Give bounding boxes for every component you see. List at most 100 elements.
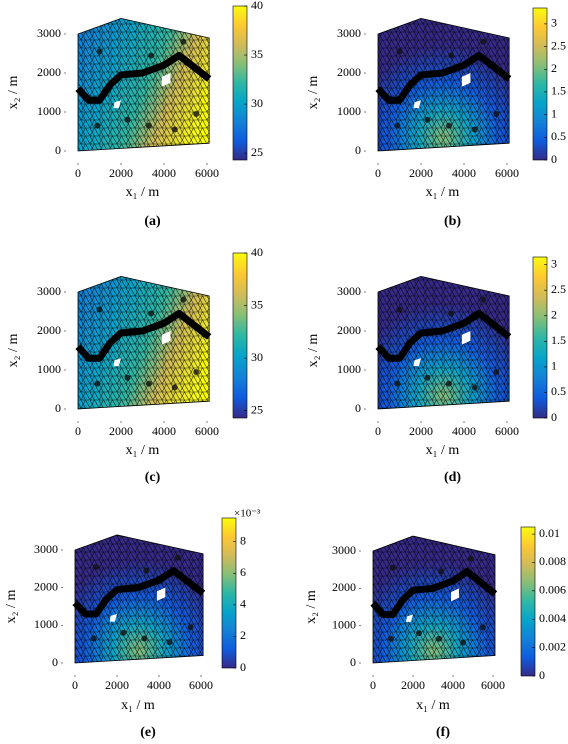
- well-refinement: [180, 38, 187, 45]
- well-refinement: [480, 38, 487, 45]
- y-axis-label: x₂ / m: [6, 334, 21, 368]
- well-refinement: [143, 567, 150, 574]
- x-tick-label: 0: [72, 678, 78, 692]
- x-tick-label: 2000: [109, 424, 133, 438]
- y-tick-label: 1000: [337, 104, 361, 118]
- y-axis-label: x₂ / m: [306, 76, 321, 110]
- colorbar-tick-label: 25: [251, 145, 263, 159]
- x-tick-label: 4000: [147, 678, 171, 692]
- y-tick-label: 2000: [337, 323, 361, 337]
- well-refinement: [93, 563, 99, 570]
- colorbar: [532, 7, 548, 161]
- well-refinement: [394, 380, 401, 387]
- x-axis-label: x₁ / m: [416, 698, 450, 713]
- x-tick-label: 6000: [189, 678, 213, 692]
- well-refinement: [416, 630, 422, 637]
- hole: [109, 614, 117, 622]
- x-axis-label: x₁ / m: [126, 185, 160, 200]
- colorbar-tick-label: 1: [551, 359, 557, 373]
- x-axis-label: x₁ / m: [426, 185, 460, 200]
- colorbar: [520, 526, 536, 677]
- y-tick-label: 1000: [34, 617, 58, 631]
- well-refinement: [145, 122, 152, 129]
- well-refinement: [390, 564, 396, 571]
- x-tick-label: 2000: [105, 678, 129, 692]
- y-tick-label: 3000: [37, 26, 61, 40]
- y-axis-label: x₂ / m: [4, 590, 19, 624]
- y-axis-label: x₂ / m: [6, 76, 21, 110]
- mesh-lines: [377, 275, 510, 410]
- colorbar-tick-label: 0: [539, 668, 545, 682]
- river-refinement: [75, 309, 212, 362]
- well-refinement: [96, 48, 103, 55]
- river-refinement: [375, 51, 512, 104]
- y-tick-label: 3000: [37, 284, 61, 298]
- colorbar-tick-label: 0.004: [539, 611, 566, 625]
- x-axis-label: x₁ / m: [121, 698, 155, 713]
- y-tick-label: 3000: [337, 26, 361, 40]
- hole: [451, 588, 459, 602]
- panel-label: (e): [140, 725, 156, 739]
- well-refinement: [141, 635, 148, 642]
- well-refinement: [448, 52, 455, 59]
- colorbar-tick-label: 6: [240, 565, 246, 579]
- river-refinement: [370, 568, 498, 618]
- colorbar-tick-label: 0.01: [539, 526, 560, 540]
- mesh-lines: [77, 17, 210, 152]
- well-refinement: [120, 629, 127, 636]
- well-refinement: [90, 635, 97, 642]
- y-tick-label: 3000: [332, 543, 356, 557]
- x-tick-label: 2000: [409, 424, 433, 438]
- well-refinement: [388, 635, 394, 642]
- x-tick-label: 6000: [195, 166, 219, 180]
- y-axis-label: x₂ / m: [304, 590, 319, 624]
- y-tick-label: 0: [52, 655, 58, 669]
- mesh-lines: [77, 275, 210, 410]
- colorbar: [532, 256, 548, 419]
- x-tick-label: 0: [375, 166, 381, 180]
- well-refinement: [180, 296, 187, 303]
- colorbar-tick-label: 2: [240, 628, 246, 642]
- well-refinement: [174, 554, 181, 561]
- x-axis-label: x₁ / m: [426, 443, 460, 458]
- colorbar-tick-label: 3: [551, 16, 557, 30]
- x-tick-label: 2000: [109, 166, 133, 180]
- hole: [156, 587, 166, 601]
- well-refinement: [94, 380, 101, 387]
- mesh-lines: [372, 535, 496, 664]
- colorbar-tick-label: 4: [240, 597, 246, 611]
- colorbar-tick-label: 1.5: [551, 333, 566, 347]
- colorbar-scale-label: ×10⁻³: [234, 508, 261, 520]
- x-tick-label: 0: [75, 424, 81, 438]
- hole: [113, 100, 121, 109]
- river-refinement: [75, 51, 212, 104]
- well-refinement: [471, 384, 478, 391]
- well-refinement: [145, 380, 152, 387]
- well-refinement: [124, 374, 131, 381]
- colorbar-tick-label: 2.5: [551, 282, 566, 296]
- colorbar-tick-label: 0.5: [551, 384, 566, 398]
- colorbar-tick-label: 30: [251, 350, 263, 364]
- colorbar-tick-label: 0: [551, 410, 557, 424]
- well-refinement: [193, 368, 200, 375]
- x-axis-label: x₁ / m: [126, 443, 160, 458]
- well-refinement: [166, 639, 173, 646]
- river-refinement: [72, 567, 206, 618]
- well-refinement: [171, 126, 178, 133]
- y-tick-label: 2000: [34, 579, 58, 593]
- hole: [406, 614, 413, 622]
- y-tick-label: 0: [55, 143, 61, 157]
- colorbar-tick-label: 40: [251, 0, 263, 12]
- well-refinement: [396, 48, 403, 55]
- x-tick-label: 0: [370, 678, 376, 692]
- y-tick-label: 2000: [37, 323, 61, 337]
- colorbar-tick-label: 35: [251, 297, 263, 311]
- well-refinement: [193, 110, 200, 117]
- colorbar: [232, 5, 248, 161]
- colorbar-tick-label: 0.002: [539, 639, 566, 653]
- colorbar-tick-label: 40: [251, 245, 263, 259]
- x-tick-label: 6000: [481, 678, 505, 692]
- colorbar-tick-label: 2: [551, 308, 557, 322]
- colorbar-tick-label: 0.5: [551, 129, 566, 143]
- y-tick-label: 0: [355, 401, 361, 415]
